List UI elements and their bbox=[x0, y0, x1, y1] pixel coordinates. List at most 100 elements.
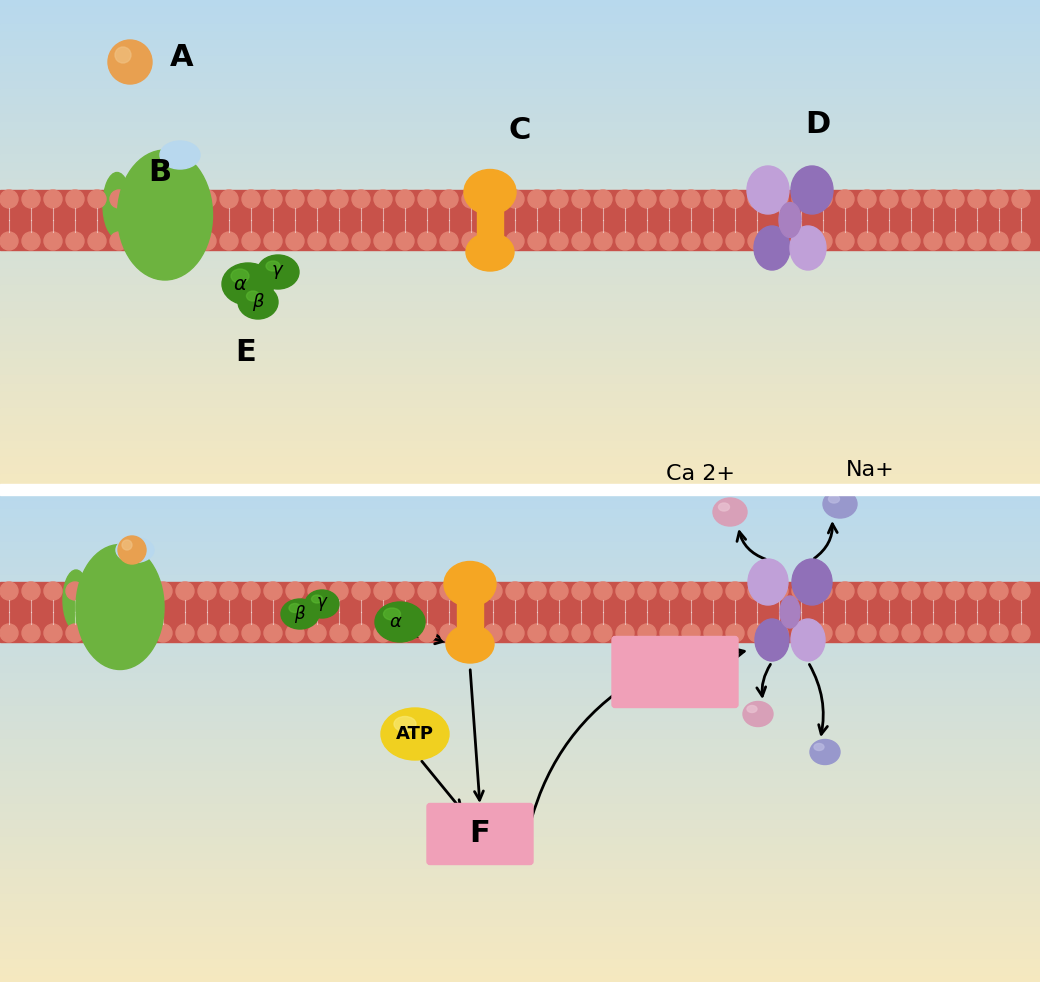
Circle shape bbox=[110, 190, 128, 208]
Circle shape bbox=[0, 232, 18, 250]
Circle shape bbox=[330, 582, 348, 600]
Circle shape bbox=[286, 232, 304, 250]
Circle shape bbox=[242, 232, 260, 250]
Ellipse shape bbox=[76, 544, 164, 670]
Bar bbox=[0, 547, 1040, 557]
Bar bbox=[0, 613, 1040, 622]
Circle shape bbox=[374, 582, 392, 600]
Circle shape bbox=[308, 232, 326, 250]
Circle shape bbox=[946, 582, 964, 600]
Circle shape bbox=[242, 190, 260, 208]
Circle shape bbox=[122, 540, 132, 550]
Circle shape bbox=[770, 232, 788, 250]
Circle shape bbox=[968, 232, 986, 250]
Bar bbox=[0, 97, 1040, 106]
Bar bbox=[0, 834, 1040, 843]
Ellipse shape bbox=[747, 166, 789, 214]
Circle shape bbox=[990, 190, 1008, 208]
Bar bbox=[0, 703, 1040, 712]
Ellipse shape bbox=[118, 150, 212, 280]
Circle shape bbox=[198, 624, 216, 642]
Circle shape bbox=[836, 190, 854, 208]
Text: $\alpha$: $\alpha$ bbox=[233, 275, 248, 294]
Circle shape bbox=[44, 624, 62, 642]
Circle shape bbox=[176, 190, 194, 208]
Ellipse shape bbox=[814, 743, 824, 750]
Circle shape bbox=[660, 190, 678, 208]
Bar bbox=[0, 489, 1040, 495]
Circle shape bbox=[704, 232, 722, 250]
Circle shape bbox=[726, 232, 744, 250]
Text: C: C bbox=[508, 116, 530, 144]
Circle shape bbox=[418, 582, 436, 600]
Circle shape bbox=[44, 232, 62, 250]
Bar bbox=[0, 940, 1040, 950]
Circle shape bbox=[396, 624, 414, 642]
Circle shape bbox=[594, 232, 612, 250]
Circle shape bbox=[792, 232, 810, 250]
Bar bbox=[0, 580, 1040, 589]
Circle shape bbox=[484, 624, 502, 642]
Circle shape bbox=[154, 190, 172, 208]
Circle shape bbox=[968, 582, 986, 600]
Ellipse shape bbox=[116, 537, 154, 563]
Bar bbox=[0, 122, 1040, 131]
Circle shape bbox=[572, 232, 590, 250]
Ellipse shape bbox=[103, 173, 131, 238]
Bar bbox=[0, 424, 1040, 434]
Ellipse shape bbox=[281, 599, 319, 629]
Bar bbox=[0, 842, 1040, 851]
Bar bbox=[0, 719, 1040, 729]
Circle shape bbox=[506, 624, 524, 642]
Bar bbox=[0, 441, 1040, 450]
Ellipse shape bbox=[754, 226, 790, 270]
Circle shape bbox=[638, 190, 656, 208]
Bar bbox=[0, 596, 1040, 606]
Bar bbox=[0, 458, 1040, 466]
Circle shape bbox=[770, 582, 788, 600]
Circle shape bbox=[528, 190, 546, 208]
Ellipse shape bbox=[381, 708, 449, 760]
Bar bbox=[0, 237, 1040, 246]
Circle shape bbox=[462, 582, 480, 600]
FancyBboxPatch shape bbox=[427, 803, 534, 864]
Ellipse shape bbox=[375, 602, 425, 642]
Circle shape bbox=[594, 190, 612, 208]
Circle shape bbox=[924, 582, 942, 600]
Circle shape bbox=[880, 624, 898, 642]
Bar bbox=[0, 637, 1040, 646]
Circle shape bbox=[308, 624, 326, 642]
Circle shape bbox=[330, 232, 348, 250]
Circle shape bbox=[1012, 624, 1030, 642]
Circle shape bbox=[946, 624, 964, 642]
Circle shape bbox=[0, 582, 18, 600]
Circle shape bbox=[66, 190, 84, 208]
Circle shape bbox=[704, 582, 722, 600]
Circle shape bbox=[198, 232, 216, 250]
Circle shape bbox=[858, 190, 876, 208]
Circle shape bbox=[484, 582, 502, 600]
Bar bbox=[0, 907, 1040, 916]
Circle shape bbox=[528, 624, 546, 642]
Bar bbox=[0, 662, 1040, 671]
Circle shape bbox=[110, 624, 128, 642]
Circle shape bbox=[440, 624, 458, 642]
Circle shape bbox=[352, 232, 370, 250]
Bar bbox=[0, 743, 1040, 753]
Text: $\beta$: $\beta$ bbox=[294, 603, 306, 625]
Bar bbox=[0, 326, 1040, 336]
Circle shape bbox=[462, 232, 480, 250]
Bar bbox=[0, 711, 1040, 720]
Circle shape bbox=[902, 624, 920, 642]
Circle shape bbox=[704, 624, 722, 642]
Circle shape bbox=[528, 232, 546, 250]
Bar bbox=[0, 449, 1040, 459]
Circle shape bbox=[946, 190, 964, 208]
Ellipse shape bbox=[446, 625, 494, 663]
Circle shape bbox=[638, 624, 656, 642]
Circle shape bbox=[264, 582, 282, 600]
Bar bbox=[0, 915, 1040, 925]
Circle shape bbox=[990, 232, 1008, 250]
Ellipse shape bbox=[466, 233, 514, 271]
Bar bbox=[0, 179, 1040, 189]
